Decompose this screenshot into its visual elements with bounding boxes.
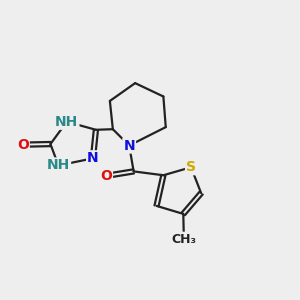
Text: O: O [100,169,112,183]
Text: S: S [186,160,196,174]
Text: O: O [17,138,29,152]
Text: CH₃: CH₃ [171,233,196,246]
Text: NH: NH [47,158,70,172]
Text: NH: NH [55,115,78,129]
Text: N: N [123,139,135,152]
Text: N: N [87,151,99,165]
